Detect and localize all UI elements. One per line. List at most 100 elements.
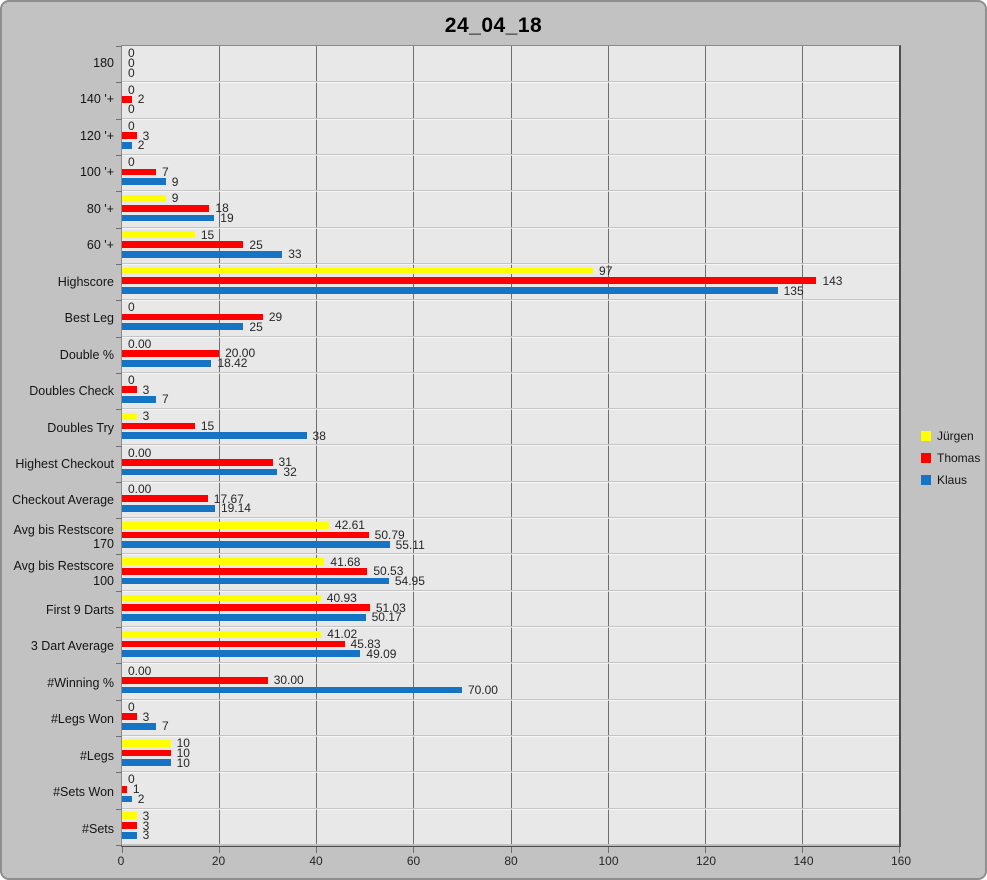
bar-line: 0 — [122, 120, 899, 132]
bar-value-label: 97 — [599, 264, 613, 279]
bar-value-label: 0 — [128, 46, 135, 61]
category-label: 80 '+ — [86, 201, 114, 216]
bar-line: 31 — [122, 456, 899, 468]
category-axis: 180 140 '+ 120 '+ 100 '+ 80 '+ 60 '+ Highscore… — [8, 45, 114, 847]
bar-value-label: 0 — [128, 82, 135, 97]
category-label: Highest Checkout — [15, 457, 114, 472]
bar-line: 0.00 — [122, 447, 899, 459]
bar-line: 10 — [122, 757, 899, 769]
gridline — [316, 46, 318, 845]
category-band: 3 15 38 — [122, 409, 899, 446]
bar-value-label: 50.79 — [374, 528, 405, 543]
category-axis-tick — [116, 191, 122, 193]
category-label: #Sets Won — [53, 785, 114, 800]
bar-line: 0 — [122, 46, 899, 61]
category-axis-tick — [116, 808, 122, 810]
bar-line: 18 — [122, 202, 899, 214]
bar-klaus — [122, 577, 389, 585]
x-axis-tick — [316, 847, 318, 853]
bar-value-label: 9 — [171, 174, 179, 189]
category-axis-tick — [116, 46, 122, 47]
legend-item: Jürgen — [921, 430, 980, 442]
bar-line: 3 — [122, 130, 899, 142]
category-axis-tick — [116, 445, 122, 447]
category-band: 15 25 33 — [122, 228, 899, 264]
x-axis-tick — [607, 847, 609, 853]
category-axis-tick — [116, 518, 122, 520]
bar-line: 2 — [122, 138, 899, 153]
bar-jürgen — [122, 231, 195, 239]
bar-thomas — [122, 713, 137, 720]
bar-thomas — [122, 567, 368, 575]
category-axis-tick — [116, 699, 122, 701]
bar-klaus — [122, 323, 244, 331]
x-axis-tick-label: 140 — [793, 854, 814, 868]
bar-line: 17.67 — [122, 491, 899, 506]
bar-value-label: 0.00 — [128, 481, 152, 496]
category-label: Doubles Try — [47, 420, 114, 435]
bar-klaus — [122, 541, 390, 549]
bar-value-label: 17.67 — [213, 491, 244, 506]
bar-klaus — [122, 468, 278, 476]
category-label: 100 '+ — [79, 165, 114, 180]
bar-value-label: 0 — [128, 300, 135, 315]
gridline — [704, 46, 706, 845]
bar-line: 38 — [122, 430, 899, 442]
bar-line: 50.17 — [122, 611, 899, 623]
bar-line: 0.00 — [122, 665, 899, 677]
bar-line: 3 — [122, 409, 899, 424]
bar-klaus — [122, 178, 166, 185]
bar-value-label: 7 — [161, 392, 169, 407]
bar-line: 0 — [122, 82, 899, 97]
bar-value-label: 41.02 — [327, 627, 358, 642]
x-axis-tick — [413, 847, 415, 853]
bar-line: 7 — [122, 720, 899, 732]
bar-jürgen — [122, 630, 322, 638]
x-axis-tick-label: 40 — [309, 854, 323, 868]
bar-line: 0 — [122, 67, 899, 79]
bar-thomas — [122, 785, 127, 793]
category-label: #Legs — [79, 748, 114, 763]
legend-item: Thomas — [921, 452, 980, 464]
bar-value-label: 10 — [176, 736, 190, 751]
legend: Jürgen Thomas Klaus — [921, 430, 980, 496]
bar-line: 2 — [122, 793, 899, 805]
bar-line: 41.68 — [122, 556, 899, 568]
bar-line: 97 — [122, 264, 899, 279]
bar-line: 7 — [122, 392, 899, 407]
x-axis-tick — [122, 847, 123, 853]
x-axis-tick-label: 120 — [695, 854, 717, 868]
category-axis-tick — [116, 372, 122, 374]
bar-line: 7 — [122, 164, 899, 179]
x-axis-tick-label: 0 — [117, 854, 125, 868]
bar-value-label: 2 — [137, 138, 145, 153]
x-axis-tick-label: 80 — [504, 854, 518, 868]
bar-thomas — [122, 168, 156, 176]
bar-value-label: 15 — [200, 227, 215, 242]
bar-line: 49.09 — [122, 648, 899, 660]
category-label: #Sets — [82, 821, 114, 836]
bar-value-label: 0 — [128, 55, 135, 70]
bar-thomas — [122, 204, 210, 212]
bar-klaus — [122, 141, 132, 149]
category-axis-tick — [116, 409, 122, 411]
bar-line: 0 — [122, 701, 899, 713]
bar-line: 40.93 — [122, 592, 899, 604]
category-label: First 9 Darts — [45, 602, 114, 617]
legend-swatch-icon — [921, 475, 931, 485]
bar-thomas — [122, 459, 273, 466]
bar-line: 30.00 — [122, 674, 899, 686]
bar-line: 33 — [122, 248, 899, 260]
chart-title: 24_04_18 — [444, 14, 543, 37]
gridline — [801, 46, 803, 845]
bar-value-label: 9 — [171, 191, 179, 206]
bar-line: 3 — [122, 384, 899, 396]
bar-jürgen — [122, 594, 321, 602]
bar-value-label: 7 — [161, 164, 169, 179]
bar-value-label: 3 — [142, 409, 150, 424]
bar-klaus — [122, 795, 132, 803]
bar-thomas — [122, 495, 208, 503]
